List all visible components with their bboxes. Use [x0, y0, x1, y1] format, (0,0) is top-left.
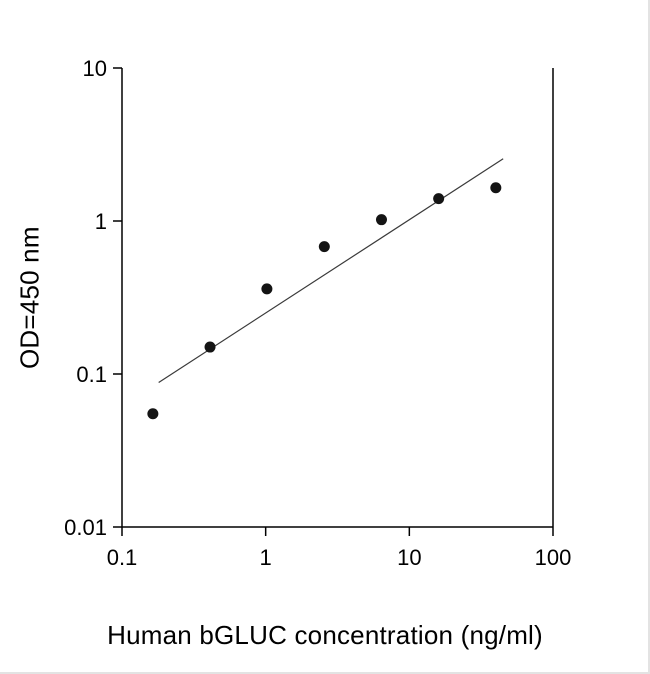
data-point: [375, 214, 387, 226]
x-axis-tick-label: 10: [397, 545, 421, 570]
y-axis-tick-label: 0.01: [64, 515, 107, 540]
x-axis-tick-label: 1: [260, 545, 272, 570]
fit-line: [158, 158, 504, 383]
y-axis-title: OD=450 nm: [14, 226, 45, 369]
data-point: [261, 283, 273, 295]
data-point: [318, 241, 330, 253]
y-axis-tick-label: 10: [83, 56, 107, 81]
y-axis-tick-label: 0.1: [76, 362, 107, 387]
x-axis-title: Human bGLUC concentration (ng/ml): [107, 620, 543, 650]
data-point: [490, 182, 502, 194]
data-point: [204, 341, 216, 353]
x-axis-tick-label: 0.1: [107, 545, 138, 570]
data-point: [433, 193, 445, 205]
data-point: [147, 408, 159, 420]
x-axis-tick-label: 100: [535, 545, 572, 570]
y-axis-tick-label: 1: [95, 209, 107, 234]
